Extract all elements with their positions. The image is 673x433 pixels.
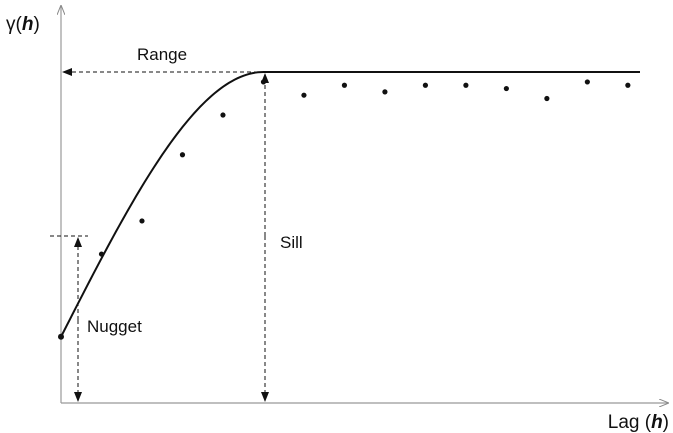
sample-points bbox=[58, 79, 631, 340]
sample-point bbox=[463, 82, 469, 88]
sample-point bbox=[301, 92, 307, 98]
x-axis-prefix: Lag ( bbox=[608, 412, 652, 433]
y-axis-label: γ(h) bbox=[6, 14, 40, 35]
sample-point bbox=[584, 79, 590, 85]
sample-point bbox=[179, 152, 186, 158]
y-axis-close: ) bbox=[33, 14, 39, 35]
sample-point bbox=[422, 82, 429, 88]
x-axis-close: ) bbox=[663, 412, 669, 433]
x-axis-label: Lag (h) bbox=[608, 412, 669, 433]
sample-point bbox=[341, 82, 348, 88]
sample-point bbox=[260, 79, 267, 85]
sill-label: Sill bbox=[280, 233, 303, 252]
nugget-label: Nugget bbox=[87, 317, 142, 336]
sample-point bbox=[503, 85, 509, 92]
range-label: Range bbox=[137, 45, 187, 64]
nugget-point bbox=[58, 333, 64, 340]
sample-point bbox=[382, 89, 388, 95]
y-axis-variable: h bbox=[22, 14, 34, 35]
sample-point bbox=[625, 82, 631, 88]
y-axis-symbol: γ( bbox=[6, 14, 23, 35]
sample-point bbox=[139, 218, 145, 224]
model-curve bbox=[60, 71, 640, 338]
x-axis-variable: h bbox=[651, 412, 663, 433]
sample-point bbox=[98, 251, 105, 257]
sample-point bbox=[544, 95, 550, 102]
sample-point bbox=[220, 112, 226, 118]
